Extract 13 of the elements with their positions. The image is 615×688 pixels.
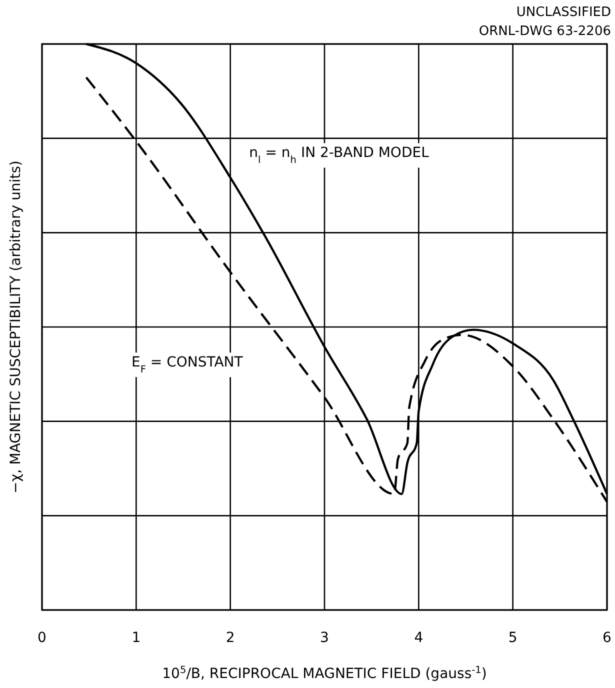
- text: E$_{F}$ = CONSTANT: [131, 354, 244, 376]
- x-tick-label: 3: [320, 630, 329, 646]
- text: UNCLASSIFIED: [516, 5, 611, 20]
- series-label: n$_{l}$ = n$_{h}$ IN 2-BAND MODEL: [249, 145, 430, 166]
- x-tick-label: 6: [602, 630, 612, 646]
- text: ORNL-DWG 63-2206: [478, 24, 611, 39]
- x-tick-label: 1: [132, 630, 141, 646]
- x-tick-label: 0: [38, 630, 46, 646]
- x-axis-title: 10$^{5}$/B, RECIPROCAL MAGNETIC FIELD (gauss$^{-1}$): [162, 664, 487, 682]
- x-tick-label: 2: [226, 630, 235, 646]
- x-tick-label: 4: [414, 630, 424, 646]
- x-tick-label: 5: [508, 630, 518, 646]
- y-axis-title: −χ, MAGNETIC SUSCEPTIBILITY (arbitrary units): [8, 160, 24, 494]
